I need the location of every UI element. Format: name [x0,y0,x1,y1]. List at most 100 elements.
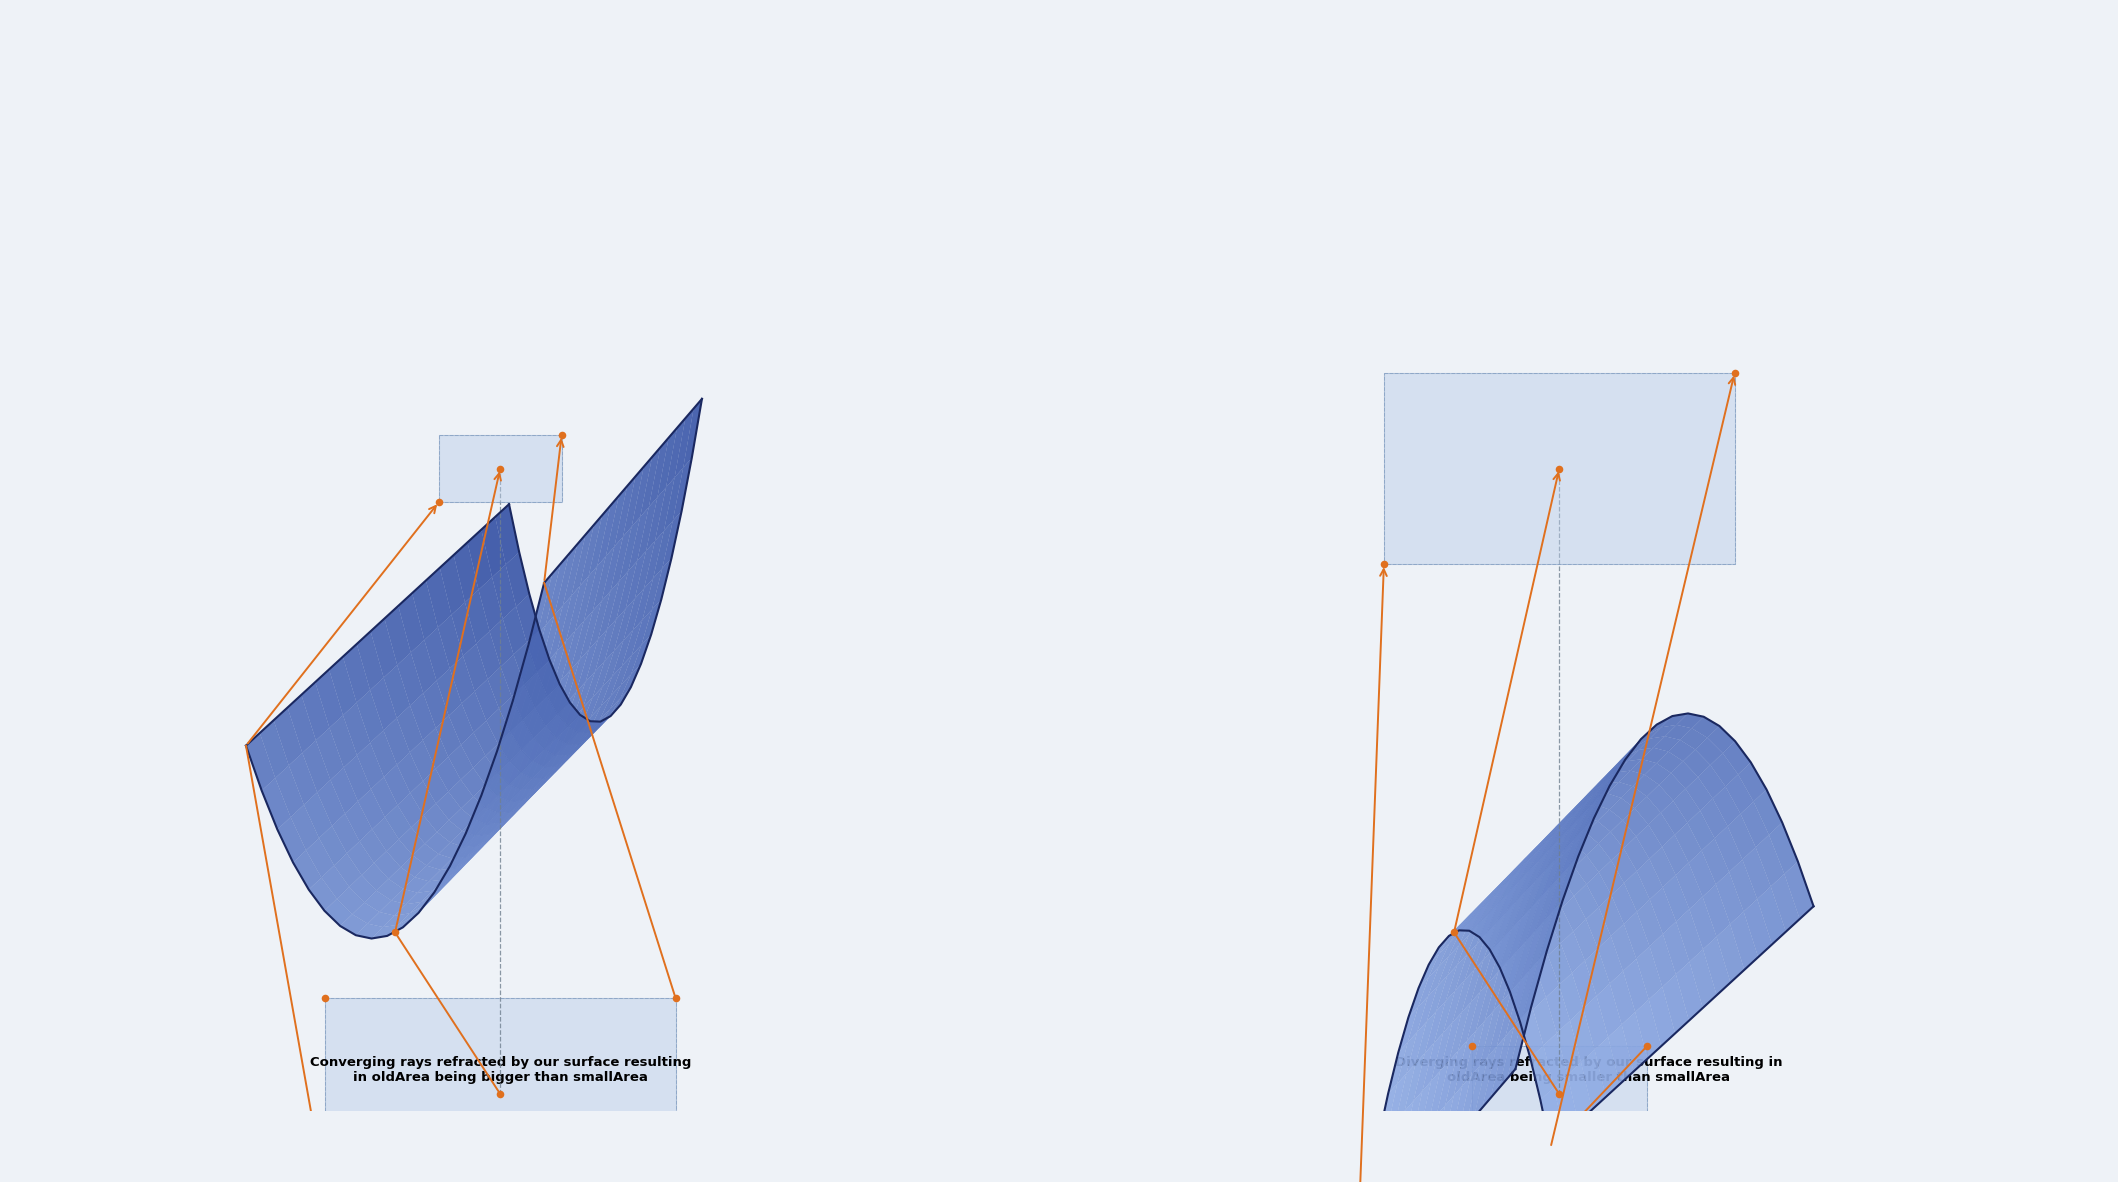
Polygon shape [1627,748,1654,761]
Polygon shape [1688,811,1716,851]
Polygon shape [580,600,602,660]
Polygon shape [462,797,485,819]
Polygon shape [1366,1175,1385,1182]
Polygon shape [273,708,303,766]
Polygon shape [1569,818,1595,866]
Polygon shape [330,767,358,813]
Polygon shape [1574,832,1599,856]
Polygon shape [1504,885,1527,902]
Polygon shape [337,886,364,914]
Polygon shape [631,635,650,675]
Polygon shape [1455,944,1476,991]
Polygon shape [1722,741,1752,774]
Polygon shape [578,727,599,745]
Polygon shape [409,894,436,914]
Polygon shape [1436,965,1457,1012]
Polygon shape [455,834,481,871]
Polygon shape [510,760,534,803]
Polygon shape [538,680,561,734]
Polygon shape [534,767,555,779]
Polygon shape [610,527,631,591]
Point [1631,1132,1665,1151]
Polygon shape [474,807,498,824]
Polygon shape [1476,903,1500,944]
Polygon shape [349,875,377,902]
Polygon shape [430,869,455,882]
Polygon shape [506,552,530,606]
Polygon shape [1548,943,1572,985]
Polygon shape [1495,882,1519,923]
Polygon shape [1480,881,1504,903]
Polygon shape [1550,879,1574,908]
Polygon shape [1574,817,1597,832]
Polygon shape [1444,1041,1468,1105]
Polygon shape [544,738,568,755]
Polygon shape [498,691,521,752]
Polygon shape [1625,739,1650,758]
Polygon shape [1650,725,1677,739]
Polygon shape [1466,1057,1489,1128]
Polygon shape [570,697,593,739]
Polygon shape [1512,931,1536,991]
Polygon shape [578,721,599,733]
Polygon shape [1514,961,1538,1027]
Polygon shape [1648,987,1675,1046]
Polygon shape [1474,923,1495,970]
Polygon shape [593,546,614,611]
Polygon shape [1561,827,1586,844]
Polygon shape [1574,920,1597,961]
Polygon shape [1493,952,1516,1011]
Polygon shape [1525,902,1548,931]
Polygon shape [1408,1125,1428,1182]
Polygon shape [1754,790,1781,834]
Polygon shape [1741,801,1769,847]
Polygon shape [510,749,534,773]
Polygon shape [438,843,464,858]
Polygon shape [1383,1155,1402,1182]
Polygon shape [1771,873,1800,931]
Polygon shape [498,732,521,761]
Polygon shape [1574,884,1599,920]
Polygon shape [1423,1033,1442,1091]
Polygon shape [358,742,383,790]
Polygon shape [1514,873,1538,891]
Polygon shape [589,506,610,576]
Polygon shape [1408,996,1428,1043]
Polygon shape [629,507,648,571]
Polygon shape [1461,960,1483,1013]
Polygon shape [502,606,527,655]
Polygon shape [1572,805,1597,818]
Polygon shape [396,753,424,793]
Polygon shape [544,702,568,749]
Polygon shape [407,891,432,904]
Polygon shape [561,621,585,680]
Polygon shape [413,891,441,916]
Polygon shape [1491,871,1512,900]
Polygon shape [1601,761,1627,780]
Polygon shape [1436,1051,1457,1116]
Polygon shape [402,902,430,928]
Polygon shape [1567,1063,1593,1123]
Polygon shape [1544,829,1569,871]
Polygon shape [1656,752,1684,773]
Polygon shape [449,745,472,780]
Polygon shape [369,913,394,927]
Polygon shape [1650,888,1675,934]
Polygon shape [599,699,621,727]
Polygon shape [1591,773,1616,791]
Polygon shape [1612,849,1637,883]
Polygon shape [1525,836,1548,859]
Polygon shape [1480,908,1504,926]
Polygon shape [521,625,546,691]
Polygon shape [485,773,508,795]
Polygon shape [1614,739,1641,771]
Polygon shape [527,760,551,795]
Polygon shape [343,644,371,703]
Polygon shape [1580,1050,1605,1110]
Polygon shape [1546,985,1569,1033]
Polygon shape [1639,736,1665,749]
Polygon shape [474,721,498,755]
Polygon shape [479,577,502,631]
Polygon shape [519,701,542,754]
Polygon shape [472,827,496,858]
